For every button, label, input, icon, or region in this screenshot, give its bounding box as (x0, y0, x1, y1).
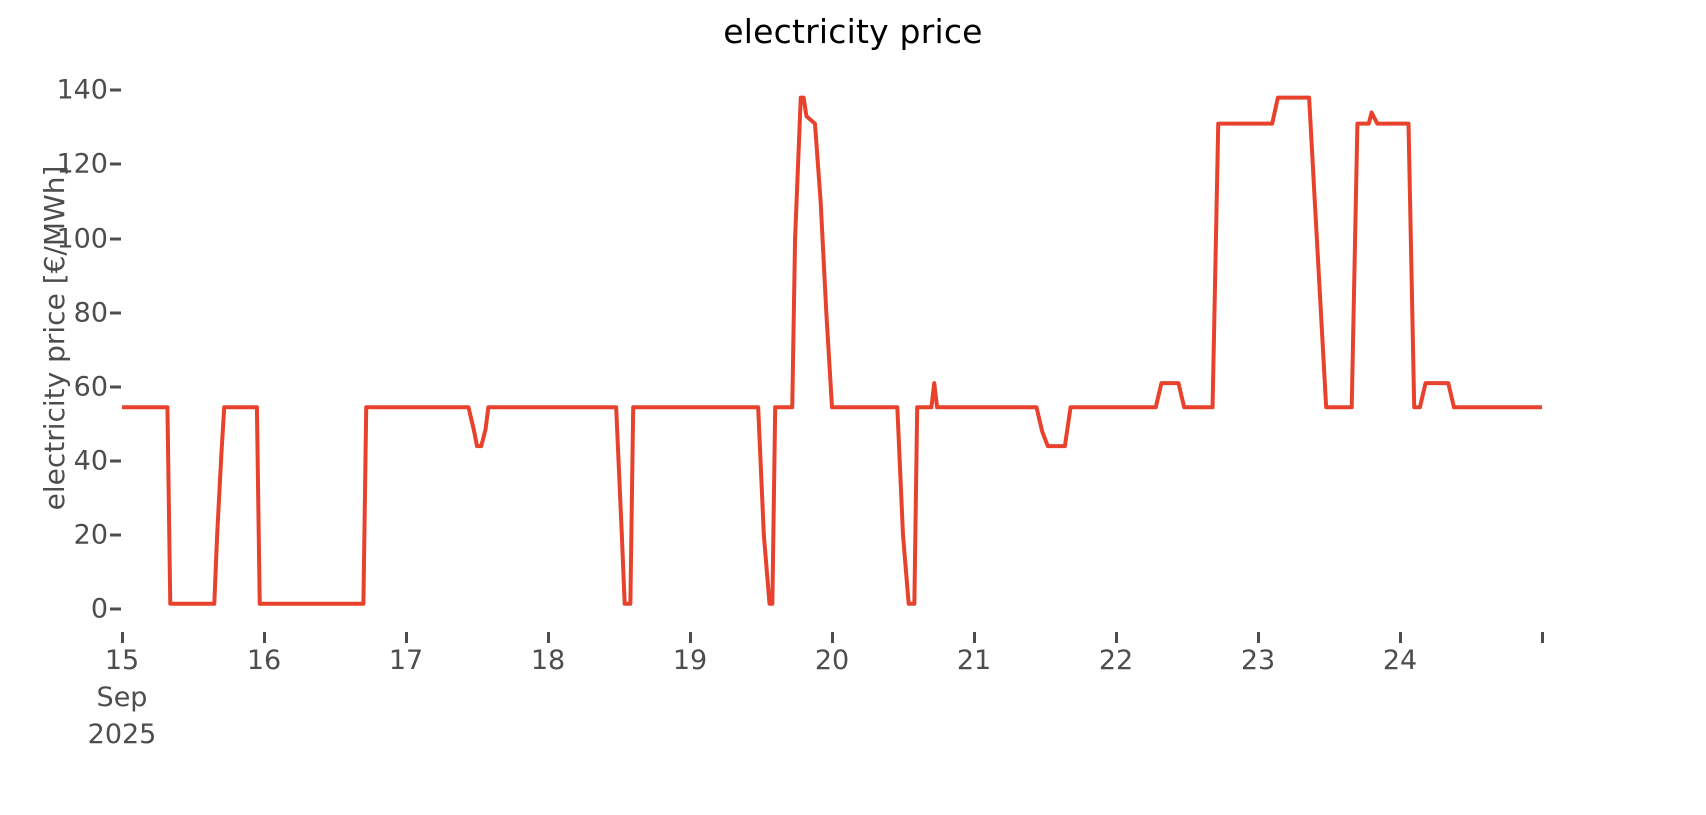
electricity-price-line (122, 95, 1542, 606)
x-axis-tick-label: 17 (388, 645, 424, 676)
y-axis-tick-label: 120 (56, 148, 108, 180)
y-axis-tick-marks (110, 0, 124, 815)
y-axis-tick-mark (110, 385, 121, 389)
x-axis-tick-mark (1257, 632, 1260, 643)
y-axis-tick-mark (110, 88, 121, 92)
chart-title: electricity price (723, 12, 983, 51)
x-axis-tick-label: 18 (530, 645, 566, 676)
x-axis-tick-label: 23 (1240, 645, 1276, 676)
y-axis-tick-label: 20 (73, 519, 108, 551)
x-axis-tick-mark (121, 632, 124, 643)
x-axis-tick-mark (973, 632, 976, 643)
y-axis-tick-label: 100 (56, 223, 108, 255)
y-axis-tick-mark (110, 533, 121, 537)
plot-area (122, 68, 1542, 626)
x-axis-tick-label: 20 (814, 645, 850, 676)
x-axis-tick-mark (1115, 632, 1118, 643)
y-axis-tick-mark (110, 162, 121, 166)
y-axis-tick-mark (110, 459, 121, 463)
x-axis-tick-label: 16 (246, 645, 282, 676)
y-axis-tick-label: 80 (73, 297, 108, 329)
price-line-svg (122, 95, 1542, 606)
x-axis-sub-label: Sep (96, 682, 148, 713)
y-axis-tick-label: 0 (90, 593, 108, 625)
x-axis-tick-label: 21 (956, 645, 992, 676)
x-axis-tick-mark (405, 632, 408, 643)
y-axis-tick-labels: 0 20 40 60 80 100 120 140 (0, 0, 108, 815)
x-axis-tick-mark (1399, 632, 1402, 643)
y-axis-tick-mark (110, 607, 121, 611)
y-axis-tick-mark (110, 237, 121, 241)
x-axis-tick-label: 19 (672, 645, 708, 676)
y-axis-tick-label: 60 (73, 371, 108, 403)
x-axis-sub-label: 2025 (87, 719, 157, 750)
x-axis-tick-mark (689, 632, 692, 643)
x-axis-tick-mark (263, 632, 266, 643)
x-axis-tick-label: 15 (104, 645, 140, 676)
x-axis-tick-mark (1541, 632, 1544, 643)
y-axis-tick-label: 140 (56, 74, 108, 106)
x-axis-tick-mark (831, 632, 834, 643)
y-axis-tick-label: 40 (73, 445, 108, 477)
y-axis-tick-mark (110, 311, 121, 315)
x-axis-tick-mark (547, 632, 550, 643)
x-axis-tick-label: 24 (1382, 645, 1418, 676)
x-axis-tick-label: 22 (1098, 645, 1134, 676)
